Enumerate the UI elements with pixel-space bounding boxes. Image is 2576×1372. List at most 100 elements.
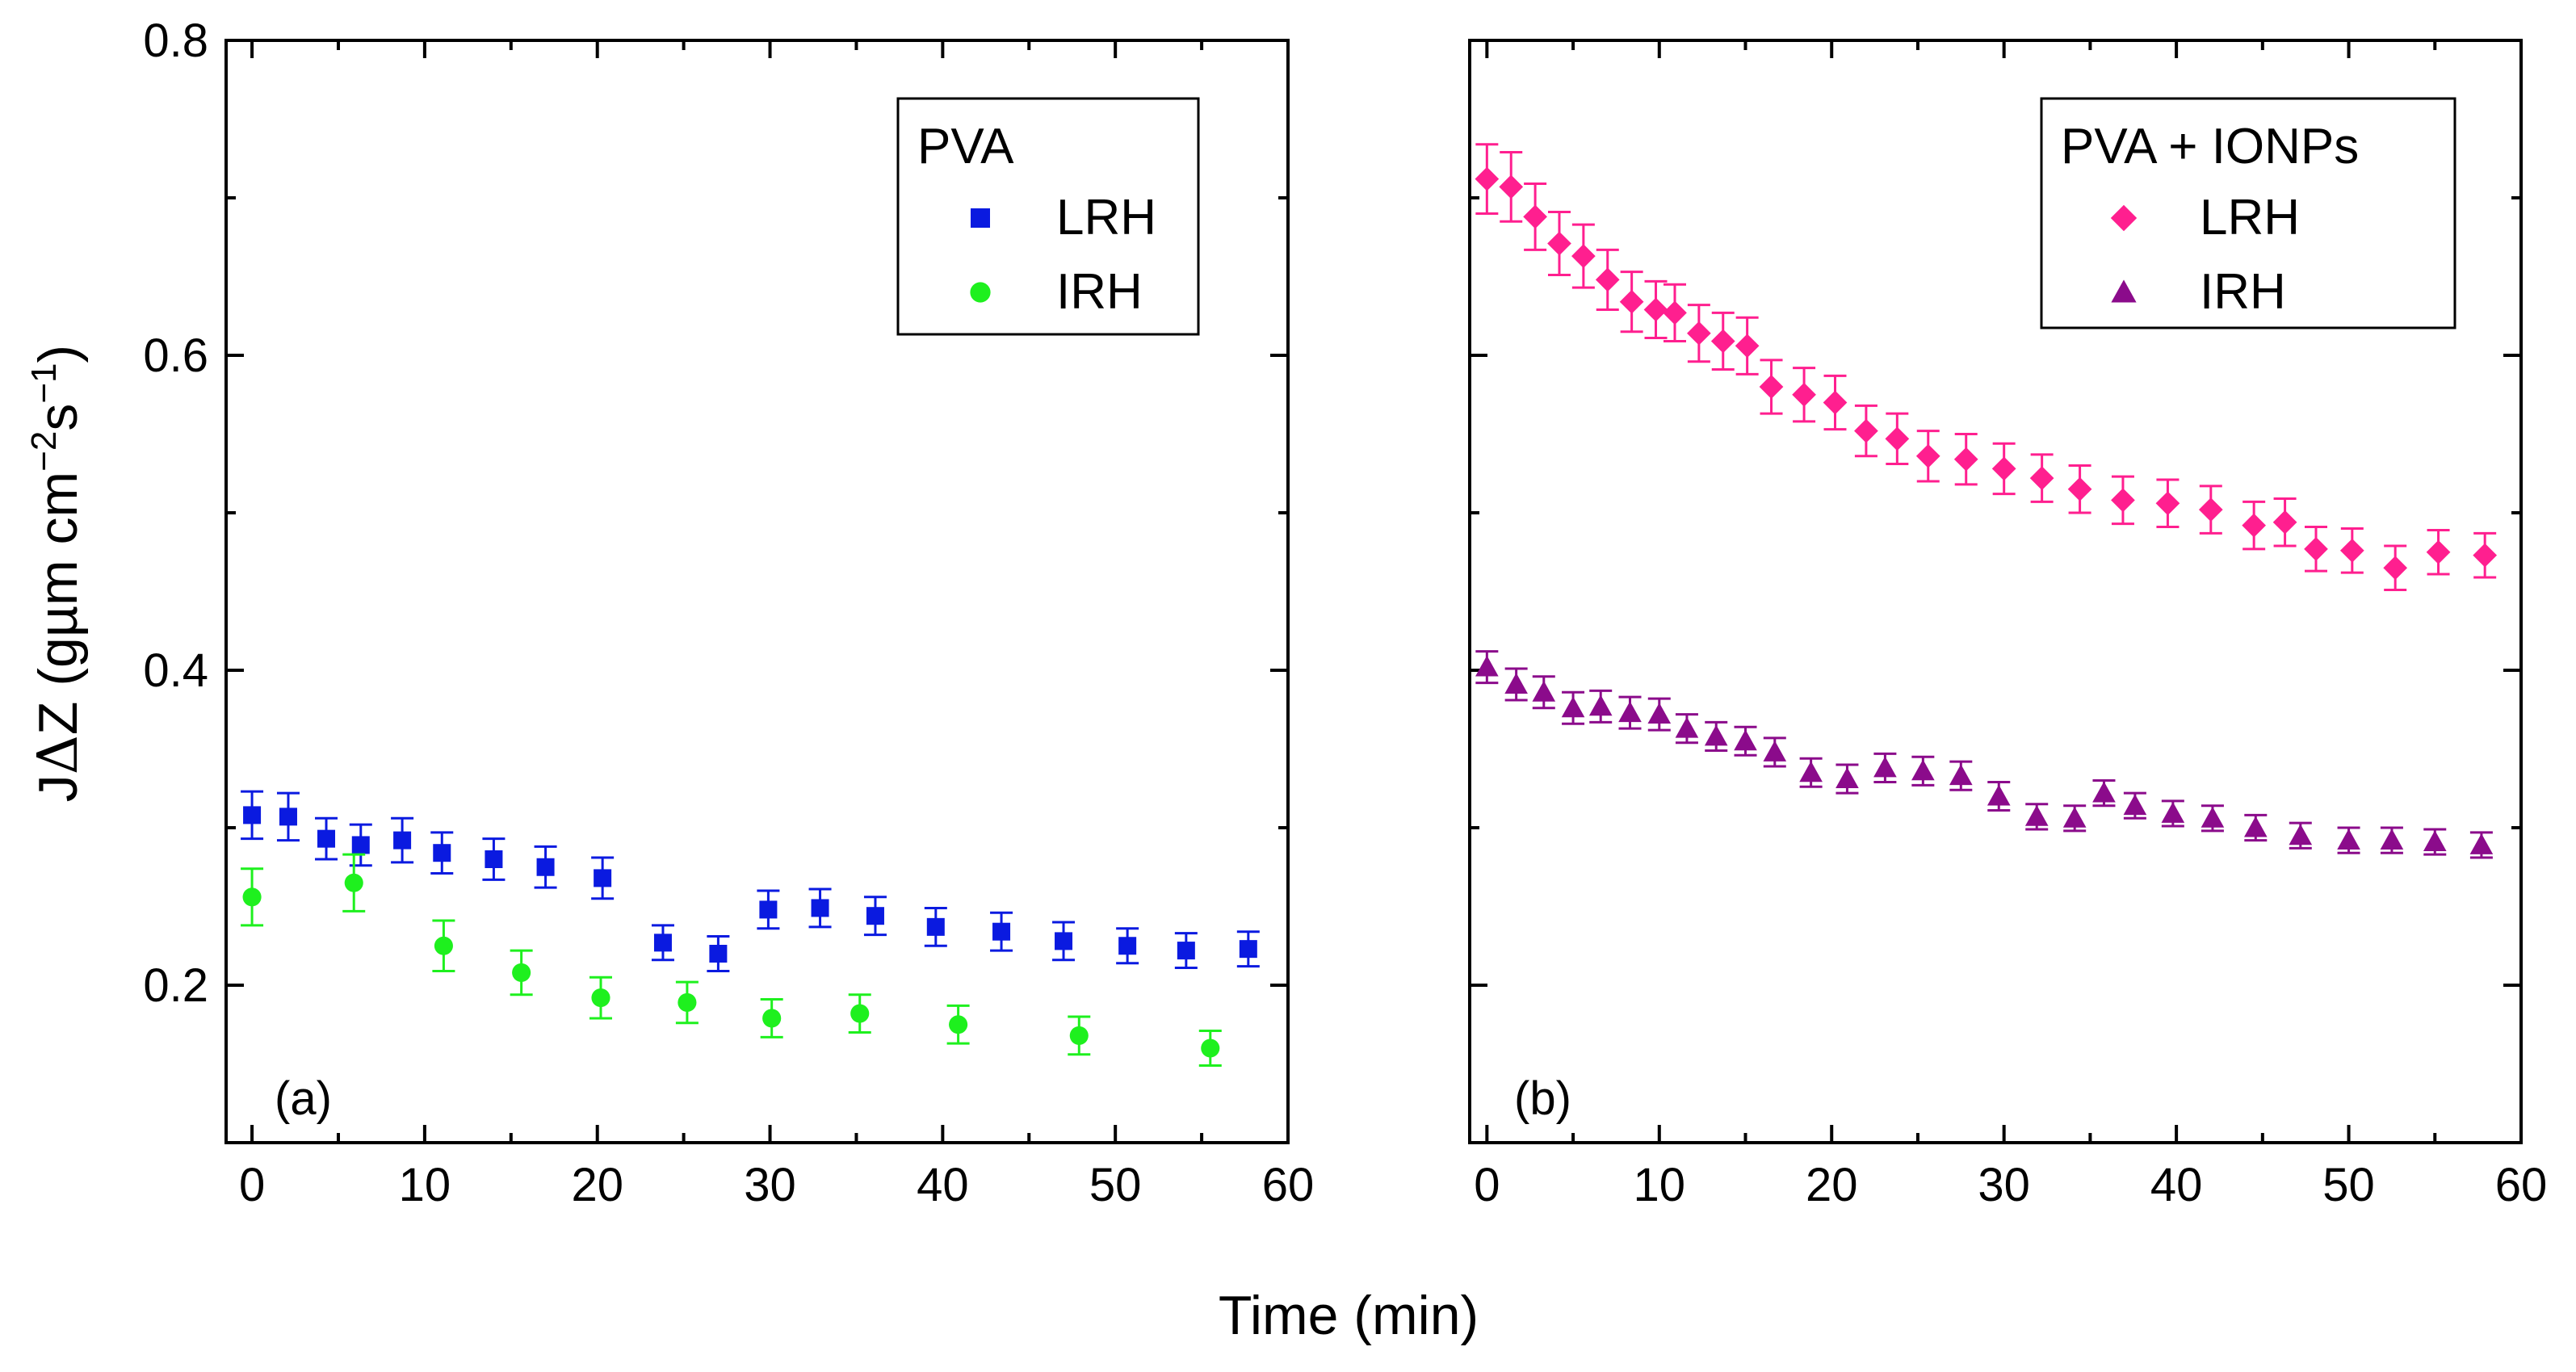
data-point [317, 829, 336, 848]
data-point [1532, 681, 1556, 702]
y-axis-title-part: s [27, 404, 89, 431]
panel-label: (b) [1514, 1072, 1571, 1125]
x-tick-label: 40 [2150, 1159, 2203, 1211]
legend-title: PVA [917, 119, 1014, 174]
data-point [1588, 694, 1613, 716]
data-point [2029, 466, 2054, 490]
data-point [1475, 655, 1499, 677]
legend-marker-lrh [971, 208, 990, 228]
panel-b: 0 10 20 30 40 50 60 PVA + IONPs LRH IRH (b) [1468, 39, 2547, 1211]
x-tick-label: 0 [239, 1159, 265, 1211]
x-tick-label: 20 [1806, 1159, 1858, 1211]
data-point [1949, 764, 1973, 786]
data-point [2198, 497, 2223, 522]
legend: PVA LRH IRH [896, 97, 1200, 336]
data-point [1504, 673, 1528, 694]
data-point [1475, 166, 1500, 191]
y-tick-label: 0.2 [143, 959, 208, 1012]
legend-marker-irh [970, 282, 991, 303]
data-point [762, 1009, 782, 1028]
legend-entry-irh: IRH [1056, 264, 1143, 320]
data-point [1118, 937, 1137, 955]
data-point [709, 945, 728, 963]
plot-frame [224, 39, 1290, 1144]
data-point [850, 1004, 870, 1023]
data-point [433, 844, 451, 862]
data-point [2337, 829, 2360, 850]
data-point [2423, 830, 2447, 851]
data-point [1675, 716, 1699, 738]
data-point [2161, 802, 2185, 823]
legend-marker-irh [2111, 279, 2137, 303]
data-point [1619, 289, 1644, 314]
legend-entry-irh: IRH [2200, 264, 2286, 320]
data-point [594, 869, 612, 887]
data-point [949, 1015, 968, 1034]
legend: PVA + IONPs LRH IRH [2040, 97, 2456, 329]
series-lrh-square [241, 790, 1260, 972]
x-tick-label: 0 [1474, 1159, 1500, 1211]
x-tick-label: 30 [1978, 1159, 2030, 1211]
data-point [759, 900, 778, 919]
data-point [1069, 1026, 1089, 1045]
legend-entry-lrh: LRH [2200, 190, 2300, 245]
data-point [1763, 741, 1787, 762]
data-point [2123, 794, 2147, 816]
data-point [2201, 807, 2225, 828]
data-point [1792, 382, 1816, 407]
x-tick-label: 30 [744, 1159, 796, 1211]
y-axis-title: JΔZ (gµm cm−2s−1) [24, 345, 90, 802]
data-point [1734, 729, 1757, 751]
x-axis-title: Time (min) [1219, 1285, 1479, 1346]
x-tick-label: 50 [2322, 1159, 2375, 1211]
data-point [2272, 510, 2297, 535]
data-point [1177, 942, 1195, 960]
data-point [1873, 756, 1897, 778]
panel-a: 0 10 20 30 40 50 60 0.2 0.4 0.6 0.8 PVA LRH IRH (a) [143, 15, 1314, 1211]
data-point [1499, 174, 1524, 199]
data-point [512, 963, 531, 982]
data-point [1799, 761, 1823, 783]
data-point [1595, 267, 1620, 292]
data-point [279, 808, 297, 826]
data-point [2380, 829, 2404, 850]
data-point [2155, 491, 2180, 516]
data-point [1704, 724, 1728, 746]
data-point [2243, 816, 2268, 837]
y-tick-label: 0.4 [143, 644, 208, 697]
data-point [2304, 537, 2328, 561]
x-tick-label: 40 [917, 1159, 969, 1211]
y-axis-title-part: ) [27, 345, 89, 363]
legend-entry-lrh: LRH [1056, 190, 1156, 245]
data-point [1643, 297, 1668, 322]
data-point [2383, 556, 2408, 581]
x-tick-label: 50 [1089, 1159, 1142, 1211]
series-irh-circle [241, 853, 1222, 1067]
legend-title: PVA + IONPs [2061, 119, 2359, 174]
data-point [2339, 538, 2364, 563]
data-point [1953, 447, 1978, 472]
data-point [2024, 805, 2049, 826]
plot-frame [1468, 39, 2523, 1144]
data-point [1647, 703, 1672, 724]
y-axis-title-part: −2 [24, 431, 64, 472]
data-point [2067, 476, 2092, 501]
data-point [1687, 321, 1711, 346]
y-axis-title-part: J [27, 774, 89, 802]
data-point [866, 907, 884, 925]
series-irh-triangle [1475, 650, 2494, 859]
x-tick-label: 10 [399, 1159, 451, 1211]
y-tick-label: 0.8 [143, 15, 208, 67]
x-tick-label: 60 [1262, 1159, 1315, 1211]
data-point [2469, 833, 2494, 854]
data-point [485, 850, 503, 868]
data-point [2289, 824, 2313, 845]
data-point [2426, 539, 2451, 564]
y-axis-title-part: −1 [24, 363, 64, 403]
y-axis-title-part: Z (gµm cm [27, 472, 89, 735]
y-axis-title-part: Δ [27, 735, 90, 774]
data-point [1823, 390, 1848, 415]
data-point [1239, 940, 1257, 959]
data-point [2092, 781, 2116, 803]
